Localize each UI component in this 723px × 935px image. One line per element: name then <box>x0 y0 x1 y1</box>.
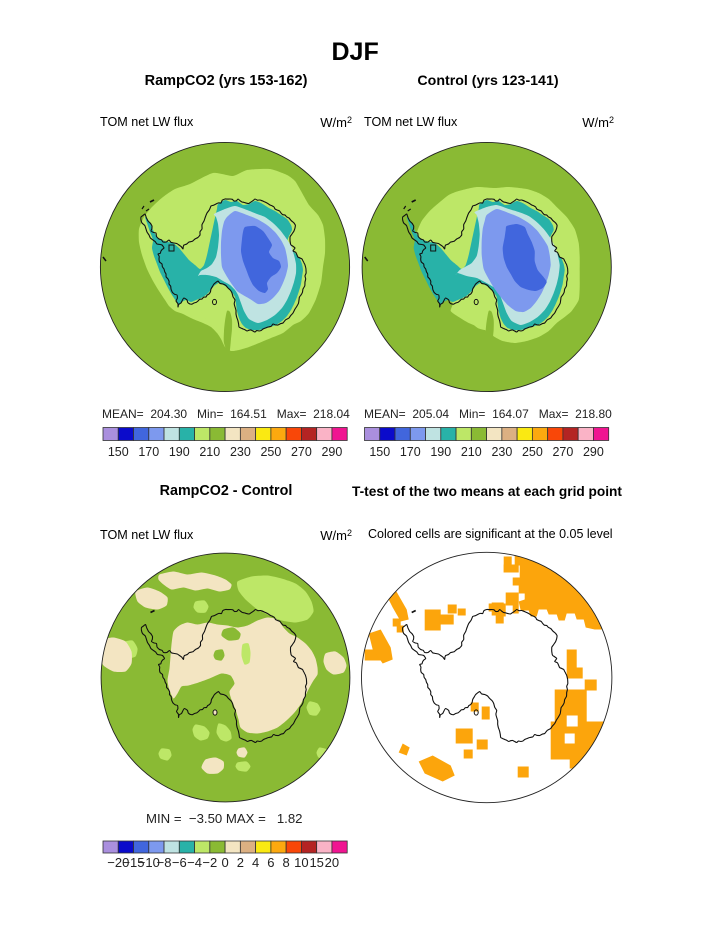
svg-text:20: 20 <box>325 855 339 870</box>
svg-text:290: 290 <box>583 445 604 459</box>
svg-text:170: 170 <box>138 445 159 459</box>
svg-text:270: 270 <box>291 445 312 459</box>
svg-text:150: 150 <box>108 445 129 459</box>
svg-text:270: 270 <box>552 445 573 459</box>
svg-text:230: 230 <box>491 445 512 459</box>
svg-text:−4: −4 <box>187 855 202 870</box>
svg-text:210: 210 <box>199 445 220 459</box>
svg-text:150: 150 <box>369 445 390 459</box>
svg-text:−8: −8 <box>157 855 172 870</box>
svg-text:210: 210 <box>461 445 482 459</box>
svg-text:−20: −20 <box>107 855 129 870</box>
svg-text:4: 4 <box>252 855 259 870</box>
svg-text:8: 8 <box>282 855 289 870</box>
svg-text:250: 250 <box>260 445 281 459</box>
svg-text:230: 230 <box>230 445 251 459</box>
svg-text:170: 170 <box>400 445 421 459</box>
svg-text:0: 0 <box>221 855 228 870</box>
svg-text:−10: −10 <box>138 855 160 870</box>
svg-text:−6: −6 <box>172 855 187 870</box>
svg-text:−15: −15 <box>122 855 144 870</box>
svg-text:6: 6 <box>267 855 274 870</box>
svg-text:2: 2 <box>237 855 244 870</box>
svg-text:15: 15 <box>309 855 323 870</box>
svg-text:290: 290 <box>321 445 342 459</box>
svg-text:10: 10 <box>294 855 308 870</box>
svg-text:250: 250 <box>522 445 543 459</box>
svg-text:190: 190 <box>169 445 190 459</box>
svg-text:−2: −2 <box>202 855 217 870</box>
svg-text:190: 190 <box>430 445 451 459</box>
